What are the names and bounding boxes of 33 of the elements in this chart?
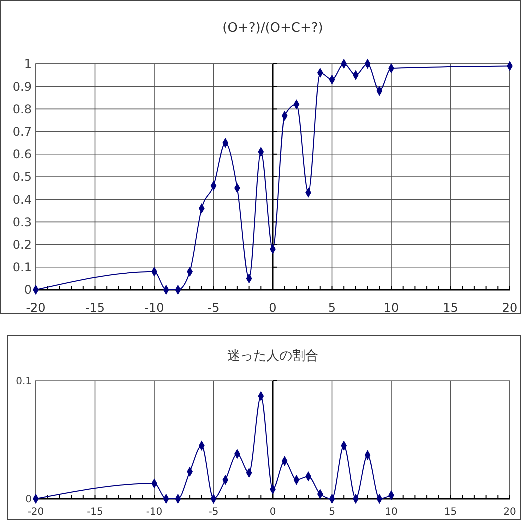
y-tick-label: 0.1: [16, 376, 32, 388]
y-tick-label: 0.5: [12, 170, 32, 184]
x-tick-label: 15: [443, 301, 458, 315]
x-tick-label: 15: [444, 507, 458, 518]
y-tick-label: 0.4: [12, 192, 32, 207]
x-tick-label: 0: [270, 507, 276, 518]
y-tick-label: 1: [24, 57, 32, 72]
x-tick-label: 0: [269, 301, 277, 315]
y-tick-label: 0.3: [12, 215, 32, 230]
x-tick-label: 20: [502, 301, 518, 315]
y-tick-label: 0.1: [12, 260, 32, 275]
x-tick-label: -5: [208, 507, 219, 518]
x-tick-label: -20: [28, 507, 44, 518]
x-tick-label: 5: [329, 507, 336, 518]
chart-title: 迷った人の割合: [228, 349, 318, 364]
x-tick-label: 10: [385, 507, 398, 518]
x-tick-label: 20: [504, 507, 516, 518]
y-tick-label: 0.9: [12, 80, 32, 94]
y-tick-label: 0.6: [12, 148, 32, 162]
x-tick-label: -15: [87, 507, 104, 518]
y-tick-label: 0.8: [12, 102, 32, 116]
y-tick-label: 0: [26, 494, 32, 506]
y-tick-label: 0.2: [12, 238, 32, 252]
x-tick-label: -5: [208, 301, 220, 315]
x-tick-label: -10: [144, 301, 164, 315]
x-tick-label: 5: [328, 301, 336, 315]
x-tick-label: -20: [26, 301, 46, 315]
y-tick-label: 0.7: [12, 125, 32, 139]
x-tick-label: -10: [146, 507, 163, 518]
y-tick-label: 0: [24, 283, 32, 298]
x-tick-label: 10: [384, 301, 400, 315]
x-tick-label: -15: [85, 301, 106, 315]
chart-title: (O+?)/(O+C+?): [222, 21, 324, 36]
